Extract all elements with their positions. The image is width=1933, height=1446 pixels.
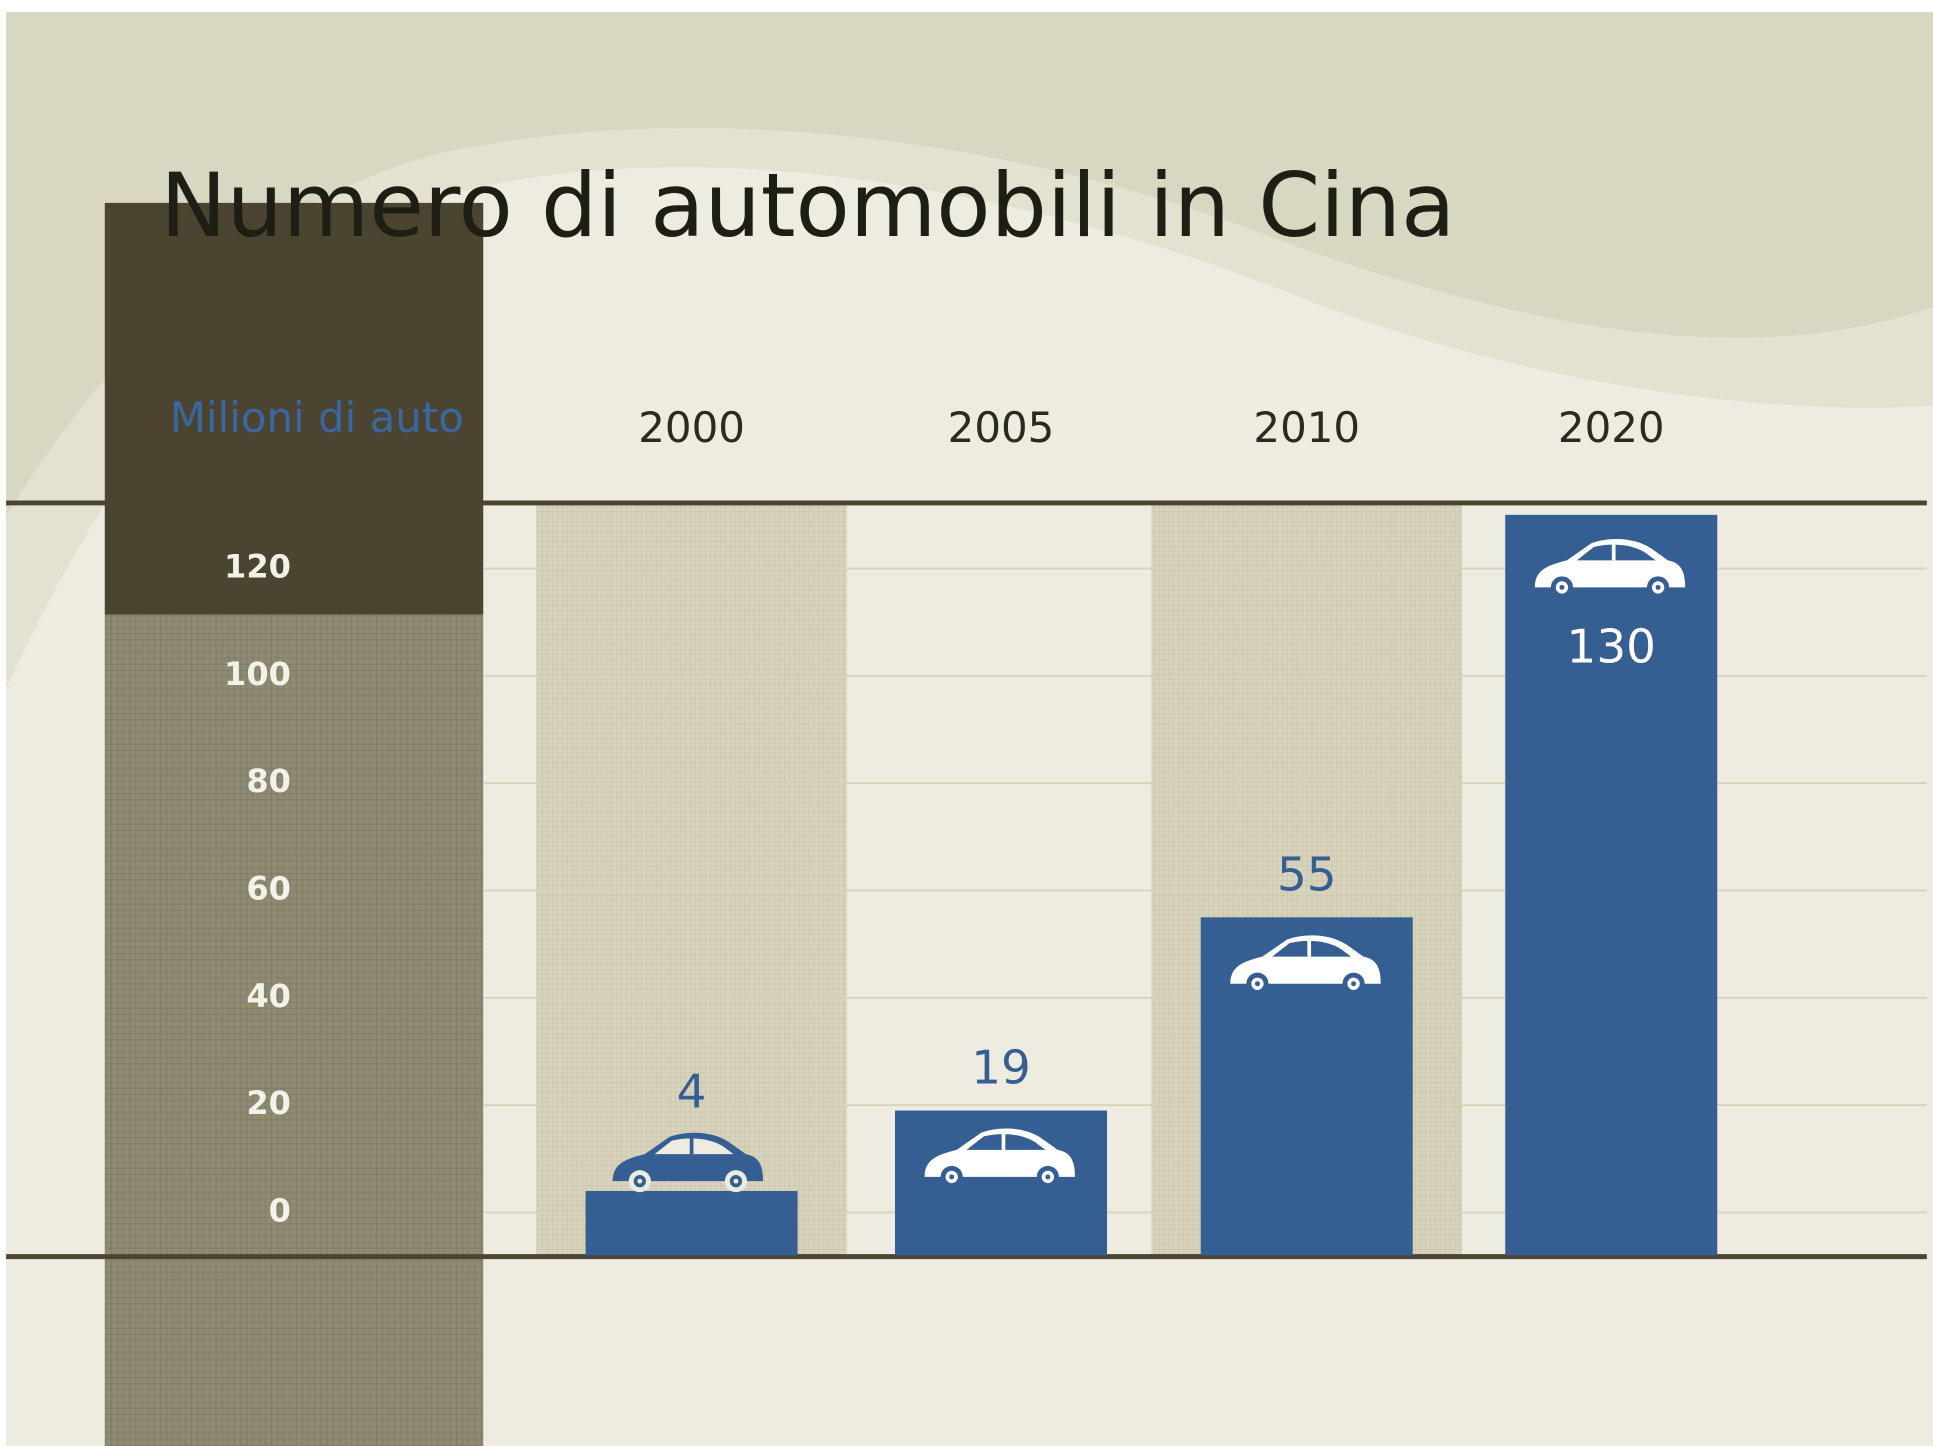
x-tick-label: 2000 bbox=[638, 403, 745, 452]
y-tick-label: 0 bbox=[269, 1192, 291, 1230]
bar bbox=[585, 1191, 798, 1256]
value-label: 19 bbox=[971, 1042, 1031, 1096]
car-hub bbox=[637, 1178, 643, 1184]
car-window bbox=[1272, 940, 1352, 957]
car-hub bbox=[1351, 981, 1357, 987]
y-tick-label: 20 bbox=[246, 1084, 291, 1122]
y-tick-label: 40 bbox=[246, 977, 291, 1015]
y-tick-label: 80 bbox=[246, 762, 291, 800]
car-body bbox=[1230, 935, 1381, 984]
value-label: 55 bbox=[1277, 849, 1337, 903]
x-tick-label: 2020 bbox=[1558, 403, 1665, 452]
car-icon bbox=[1534, 539, 1686, 599]
car-hub bbox=[733, 1178, 739, 1184]
car-window bbox=[966, 1134, 1046, 1150]
car-window bbox=[654, 1138, 734, 1155]
x-tick-label: 2010 bbox=[1253, 403, 1360, 452]
plot: 0 20 40 60 80 100 120 2000 4 2005 19 2010 55 2020 130 bbox=[224, 403, 1718, 1256]
axis-panel-pattern bbox=[104, 614, 484, 1446]
car-hub bbox=[1254, 981, 1260, 987]
car-hub bbox=[949, 1174, 955, 1180]
chart-title: Numero di automobili in Cina bbox=[160, 154, 1455, 257]
car-body bbox=[924, 1128, 1075, 1177]
car-icon bbox=[924, 1128, 1075, 1188]
bar bbox=[1505, 514, 1718, 1256]
wave bbox=[6, 12, 1933, 517]
car-hub bbox=[1559, 584, 1565, 590]
y-tick-label: 120 bbox=[224, 548, 291, 586]
car-window bbox=[1576, 544, 1656, 561]
y-tick-label: 60 bbox=[246, 870, 291, 908]
value-label: 4 bbox=[677, 1066, 707, 1120]
axis-panel bbox=[104, 202, 484, 615]
band bbox=[536, 504, 847, 1256]
car-hub bbox=[1655, 584, 1661, 590]
car-body bbox=[612, 1132, 764, 1182]
car-icon bbox=[612, 1132, 764, 1193]
x-tick-label: 2005 bbox=[948, 403, 1055, 452]
value-label: 130 bbox=[1567, 621, 1656, 675]
y-axis-label: Milioni di auto bbox=[170, 393, 464, 442]
car-icon bbox=[1230, 935, 1381, 995]
car-body bbox=[1534, 539, 1686, 588]
y-tick-label: 100 bbox=[224, 655, 291, 693]
car-hub bbox=[1045, 1174, 1051, 1180]
